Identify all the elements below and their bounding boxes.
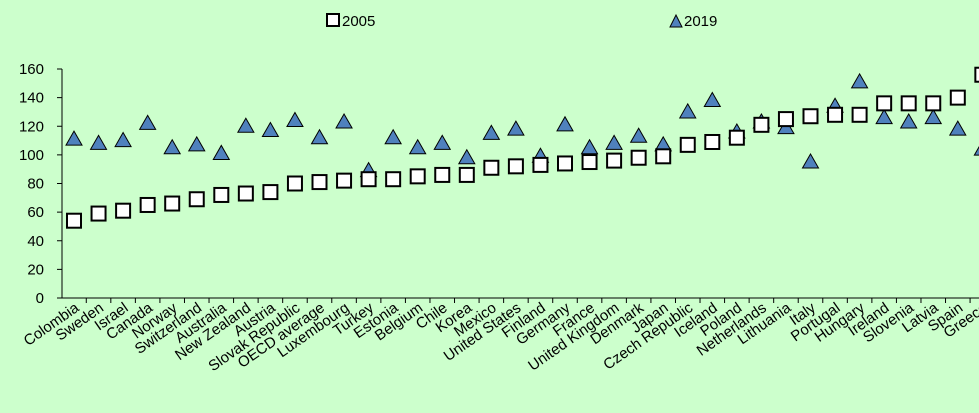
legend: 2005 2019 [326, 13, 717, 30]
point-2019 [629, 127, 648, 143]
point-2005 [311, 174, 328, 191]
point-2005 [581, 154, 598, 171]
point-2019 [286, 111, 304, 128]
legend-marker-2005 [326, 13, 340, 27]
point-2005 [237, 185, 254, 202]
point-2005 [630, 149, 647, 166]
point-2005 [728, 129, 745, 146]
point-2005 [164, 195, 181, 212]
point-2005 [532, 156, 549, 173]
y-tick-label: 20 [27, 261, 44, 278]
point-2019 [457, 148, 476, 165]
point-2019 [507, 120, 525, 136]
legend-label-2019: 2019 [684, 13, 717, 30]
point-2019 [948, 120, 967, 136]
point-2019 [801, 153, 820, 169]
point-2019 [605, 134, 623, 150]
point-2019 [261, 121, 280, 138]
point-2005 [876, 95, 893, 112]
y-tick-label: 60 [27, 204, 44, 221]
point-2005 [483, 159, 500, 176]
point-2019 [408, 138, 427, 155]
point-2019 [65, 130, 83, 146]
point-2005 [655, 148, 672, 165]
point-2005 [458, 166, 475, 183]
point-2019 [899, 112, 918, 129]
point-2005 [900, 95, 917, 112]
point-2005 [66, 212, 82, 229]
point-2019 [163, 138, 182, 155]
point-2005 [434, 166, 451, 183]
point-2005 [188, 191, 205, 208]
point-2019 [114, 131, 132, 148]
point-2019 [875, 108, 894, 125]
point-2005 [704, 133, 721, 150]
point-2005 [286, 175, 303, 192]
point-2019 [138, 114, 157, 130]
point-2005 [827, 106, 844, 123]
legend-marker-2019 [669, 13, 683, 28]
point-2019 [556, 115, 574, 132]
point-2005 [385, 171, 402, 188]
point-2019 [973, 146, 979, 156]
point-2005 [360, 171, 377, 188]
point-2005 [925, 95, 942, 112]
point-2019 [335, 112, 353, 129]
y-tick-label: 100 [19, 147, 44, 164]
point-2005 [606, 152, 623, 169]
point-2005 [507, 158, 524, 175]
point-2019 [433, 134, 452, 150]
point-2019 [384, 128, 403, 145]
y-tick-label: 140 [19, 90, 44, 107]
y-tick-label: 40 [27, 233, 44, 250]
point-2019 [580, 138, 599, 155]
point-2005 [802, 108, 819, 125]
point-2005 [949, 89, 966, 106]
point-2019 [212, 144, 231, 160]
point-2019 [924, 108, 943, 125]
point-2005 [557, 155, 573, 172]
point-2005 [115, 202, 132, 219]
point-2019 [678, 102, 697, 119]
point-2019 [236, 117, 255, 133]
point-2019 [89, 134, 108, 150]
legend-label-2005: 2005 [342, 13, 375, 30]
point-2019 [187, 135, 206, 152]
y-tick-label: 0 [36, 290, 44, 307]
point-2005 [974, 66, 979, 83]
point-2005 [262, 184, 279, 201]
y-tick-label: 120 [19, 118, 44, 135]
point-2005 [90, 205, 107, 222]
y-tick-label: 80 [27, 176, 44, 193]
point-2019 [310, 128, 329, 145]
point-2019 [482, 124, 501, 140]
point-2019 [850, 72, 869, 89]
point-2005 [409, 168, 426, 185]
point-2005 [213, 186, 230, 203]
point-2005 [753, 116, 770, 133]
point-2005 [336, 172, 353, 189]
point-2005 [679, 136, 696, 153]
point-2019 [703, 91, 722, 107]
point-2005 [777, 111, 794, 128]
point-2005 [139, 196, 156, 213]
point-2005 [851, 106, 868, 123]
y-tick-label: 160 [19, 61, 44, 78]
